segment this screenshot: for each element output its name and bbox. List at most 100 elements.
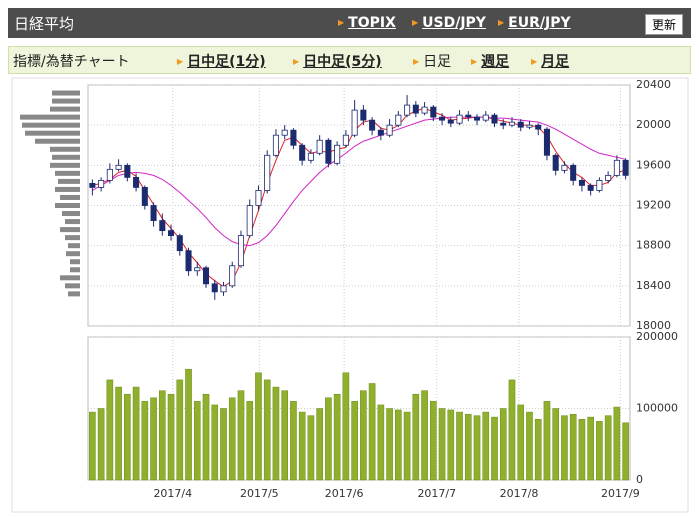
volume-profile-bar: [58, 178, 80, 184]
candle-body: [561, 164, 568, 171]
y-tick-label: 0: [636, 473, 643, 486]
volume-profile-bar: [25, 130, 80, 136]
candle-body: [351, 109, 358, 136]
candle-body: [526, 124, 533, 128]
volume-bar: [237, 390, 245, 481]
volume-bar: [176, 379, 184, 481]
x-tick-label: 2017/7: [417, 487, 456, 500]
volume-profile-bar: [65, 235, 80, 241]
candle-body: [552, 154, 559, 171]
candle-body: [272, 134, 279, 156]
candle-body: [613, 159, 620, 176]
y-tick-label: 19600: [636, 158, 671, 171]
candle-body: [325, 139, 332, 164]
candle-body: [508, 121, 516, 126]
volume-profile-bar: [68, 243, 80, 249]
volume-bar: [316, 408, 323, 481]
x-tick-label: 2017/5: [240, 487, 279, 500]
volume-profile-bar: [55, 186, 80, 192]
candle-body: [255, 190, 262, 206]
header-link[interactable]: EUR/JPY: [498, 15, 570, 31]
toolbar-item[interactable]: 日中足(5分): [293, 51, 382, 71]
candle-body: [456, 114, 463, 124]
candle-body: [430, 106, 437, 118]
volume-bar: [360, 390, 367, 481]
volume-bar: [464, 413, 472, 481]
candle-body: [281, 129, 288, 136]
volume-profile-bar: [60, 227, 80, 233]
candle-body: [596, 179, 603, 191]
candle-body: [124, 164, 131, 178]
volume-bar: [473, 415, 481, 481]
candle-body: [473, 116, 481, 121]
volume-profile-bar: [55, 203, 80, 208]
volume-bar: [534, 418, 542, 481]
volume-bar: [543, 401, 551, 481]
candle-body: [342, 134, 349, 146]
header: 日経平均 TOPIX USD/JPY EUR/JPY 更新: [8, 8, 691, 38]
candle-body: [482, 114, 489, 121]
volume-bar: [141, 401, 149, 481]
candle-body: [517, 121, 524, 128]
volume-bar: [325, 397, 332, 481]
toolbar-item[interactable]: 日中足(1分): [177, 51, 266, 71]
toolbar-item[interactable]: 週足: [471, 51, 509, 71]
candle-body: [360, 109, 367, 121]
volume-profile-bar: [20, 114, 80, 120]
candle-body: [141, 187, 148, 206]
volume-bar: [255, 372, 262, 481]
candle-body: [578, 179, 585, 186]
candle-body: [395, 114, 402, 126]
toolbar-item[interactable]: 月足: [531, 51, 569, 71]
candle-body: [316, 139, 323, 154]
volume-bar: [429, 401, 437, 481]
candle-body: [159, 220, 166, 232]
candle-body: [377, 129, 384, 136]
candle-body: [386, 124, 393, 136]
volume-panel: [87, 336, 631, 481]
header-link[interactable]: USD/JPY: [412, 15, 486, 31]
volume-bar: [220, 408, 227, 481]
candle-body: [535, 124, 542, 130]
volume-bar: [395, 409, 402, 481]
volume-profile-bar: [60, 275, 80, 281]
volume-profile-bar: [50, 162, 80, 168]
volume-bar: [132, 386, 140, 481]
volume-profile-bar: [62, 211, 80, 217]
volume-profile-bar: [55, 170, 80, 176]
candle-body: [587, 185, 594, 191]
volume-profile-bar: [52, 90, 80, 96]
candle-body: [605, 174, 612, 181]
volume-bar: [167, 393, 175, 481]
candle-body: [220, 285, 227, 293]
volume-bar: [491, 416, 498, 481]
moving-average: [92, 107, 626, 288]
volume-bar: [377, 404, 385, 481]
y-tick-label: 18800: [636, 239, 671, 252]
y-tick-label: 20000: [636, 118, 671, 131]
volume-bar: [263, 379, 271, 481]
toolbar-item: 日足: [413, 51, 451, 71]
volume-bar: [622, 422, 629, 481]
candle-body: [115, 164, 122, 170]
candle-body: [98, 179, 105, 188]
volume-bar: [438, 408, 446, 481]
candle-body: [150, 205, 157, 221]
volume-profile-bar: [66, 251, 80, 257]
volume-bar: [342, 372, 350, 481]
candle-body: [176, 235, 183, 252]
volume-bar: [517, 404, 525, 481]
volume-bar: [447, 409, 455, 481]
candle-body: [412, 104, 419, 114]
y-tick-label: 19200: [636, 199, 671, 212]
candle-body: [491, 114, 498, 124]
volume-bar: [150, 397, 157, 481]
refresh-button[interactable]: 更新: [644, 14, 683, 35]
volume-bar: [97, 408, 105, 481]
volume-bar: [421, 390, 428, 481]
candle-body: [369, 119, 376, 131]
volume-profile-bar: [68, 291, 80, 297]
volume-bar: [386, 408, 393, 481]
header-link[interactable]: TOPIX: [338, 15, 396, 31]
